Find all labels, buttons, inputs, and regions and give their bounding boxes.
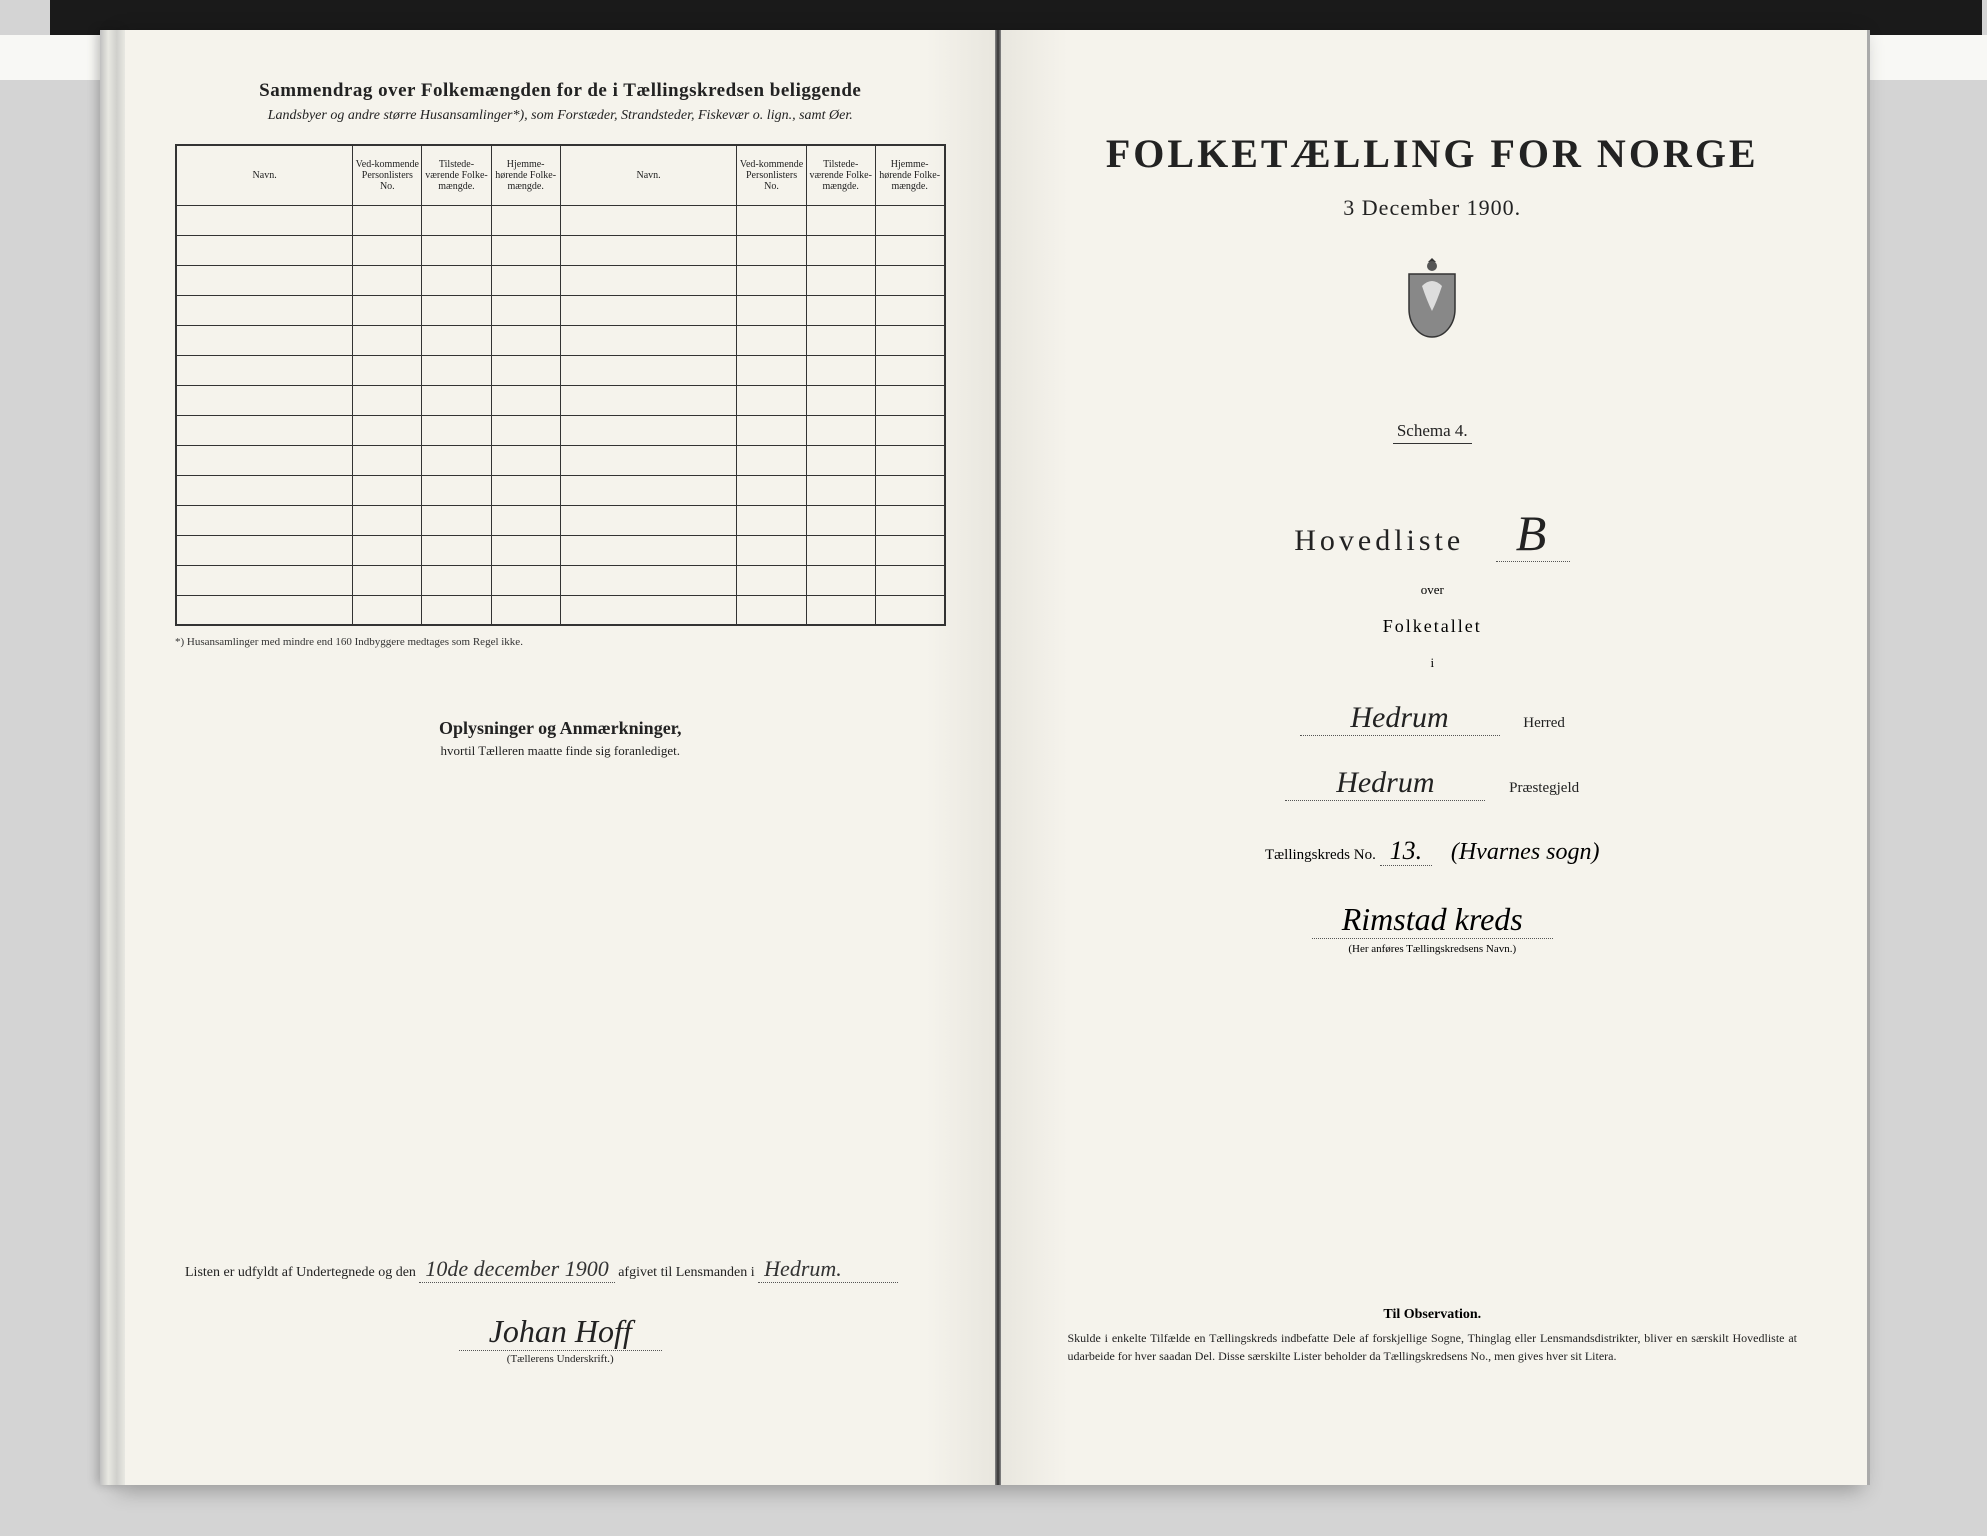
kreds-no-value: 13. — [1380, 836, 1433, 866]
table-body — [176, 205, 945, 625]
table-row — [176, 295, 945, 325]
table-row — [176, 325, 945, 355]
table-row — [176, 505, 945, 535]
herred-label: Herred — [1523, 715, 1565, 731]
table-row — [176, 595, 945, 625]
page-stack — [100, 30, 125, 1485]
summary-table: Navn. Ved-kommende Personlisters No. Til… — [175, 144, 946, 626]
praeste-label: Præstegjeld — [1509, 780, 1579, 796]
oplys-sub: hvortil Tælleren maatte finde sig foranl… — [175, 743, 946, 759]
kreds-no-row: Tællingskreds No. 13. (Hvarnes sogn) — [1048, 836, 1818, 866]
table-row — [176, 415, 945, 445]
table-row — [176, 385, 945, 415]
table-row — [176, 265, 945, 295]
left-subtitle: Landsbyer og andre større Husansamlinger… — [175, 108, 946, 124]
left-title: Sammendrag over Folkemængden for de i Tæ… — [175, 80, 946, 102]
signature-caption: (Tællerens Underskrift.) — [185, 1353, 936, 1365]
signature-name-block: Johan Hoff (Tællerens Underskrift.) — [185, 1313, 936, 1365]
col-tilstede: Tilstede-værende Folke-mængde. — [422, 145, 491, 205]
kreds-paren: (Hvarnes sogn) — [1451, 839, 1600, 865]
signature-block: Listen er udfyldt af Undertegnede og den… — [185, 1256, 936, 1365]
sig-mid: afgivet til Lensmanden i — [618, 1265, 754, 1280]
sig-date: 10de december 1900 — [419, 1256, 614, 1283]
right-content: FOLKETÆLLING FOR NORGE 3 December 1900. … — [1048, 70, 1818, 955]
observation-block: Til Observation. Skulde i enkelte Tilfæl… — [1068, 1307, 1798, 1365]
crest-svg — [1397, 256, 1467, 341]
table-row — [176, 535, 945, 565]
folketallet-label: Folketallet — [1048, 616, 1818, 637]
col-navn-2: Navn. — [560, 145, 737, 205]
schema-label: Schema 4. — [1393, 421, 1472, 444]
left-page: Sammendrag over Folkemængden for de i Tæ… — [125, 30, 998, 1485]
table-row — [176, 355, 945, 385]
kreds-no-label: Tællingskreds No. — [1265, 847, 1376, 863]
col-hjemme: Hjemme-hørende Folke-mængde. — [491, 145, 560, 205]
sig-place: Hedrum. — [758, 1256, 898, 1283]
table-row — [176, 205, 945, 235]
date-line: 3 December 1900. — [1048, 195, 1818, 221]
oplys-title: Oplysninger og Anmærkninger, — [175, 718, 946, 739]
signature-line: Listen er udfyldt af Undertegnede og den… — [185, 1256, 936, 1283]
col-vedkommende-2: Ved-kommende Personlisters No. — [737, 145, 806, 205]
hovedliste-letter: B — [1496, 505, 1571, 562]
main-title: FOLKETÆLLING FOR NORGE — [1048, 130, 1818, 177]
table-row — [176, 445, 945, 475]
col-tilstede-2: Tilstede-værende Folke-mængde. — [806, 145, 875, 205]
coat-of-arms-icon — [1397, 256, 1467, 341]
col-vedkommende: Ved-kommende Personlisters No. — [353, 145, 422, 205]
kreds-caption: (Her anføres Tællingskredsens Navn.) — [1048, 943, 1818, 955]
table-row — [176, 235, 945, 265]
schema-wrap: Schema 4. — [1048, 381, 1818, 444]
herred-value: Hedrum — [1300, 701, 1500, 736]
kreds-name-row: Rimstad kreds (Her anføres Tællingskreds… — [1048, 901, 1818, 955]
praestegjeld-row: Hedrum Præstegjeld — [1048, 766, 1818, 801]
table-header-row: Navn. Ved-kommende Personlisters No. Til… — [176, 145, 945, 205]
hovedliste-row: Hovedliste B — [1048, 504, 1818, 562]
left-header: Sammendrag over Folkemængden for de i Tæ… — [175, 80, 946, 124]
praeste-value: Hedrum — [1285, 766, 1485, 801]
hovedliste-label: Hovedliste — [1294, 524, 1464, 557]
obs-text: Skulde i enkelte Tilfælde en Tællingskre… — [1068, 1329, 1798, 1365]
book-spine — [995, 30, 1001, 1485]
col-hjemme-2: Hjemme-hørende Folke-mængde. — [875, 145, 944, 205]
signature-name: Johan Hoff — [459, 1313, 662, 1351]
footnote: *) Husansamlinger med mindre end 160 Ind… — [175, 636, 946, 648]
i-label: i — [1048, 655, 1818, 671]
over-label: over — [1048, 582, 1818, 598]
col-navn: Navn. — [176, 145, 353, 205]
book-spread: Sammendrag over Folkemængden for de i Tæ… — [125, 30, 1870, 1485]
sig-prefix: Listen er udfyldt af Undertegnede og den — [185, 1265, 416, 1280]
right-page: FOLKETÆLLING FOR NORGE 3 December 1900. … — [998, 30, 1871, 1485]
herred-row: Hedrum Herred — [1048, 701, 1818, 736]
obs-title: Til Observation. — [1068, 1307, 1798, 1323]
kreds-name: Rimstad kreds — [1312, 901, 1553, 939]
oplysninger-section: Oplysninger og Anmærkninger, hvortil Tæl… — [175, 718, 946, 759]
table-row — [176, 565, 945, 595]
table-row — [176, 475, 945, 505]
